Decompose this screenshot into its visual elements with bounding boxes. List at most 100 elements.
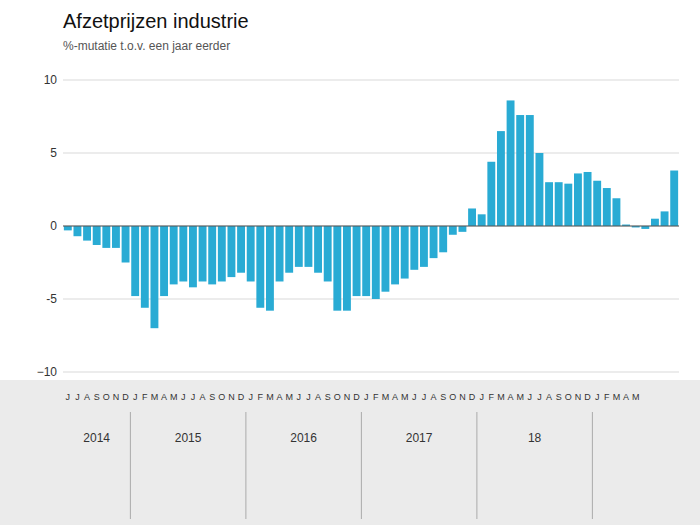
subtitle: %-mutatie t.o.v. een jaar eerder <box>63 39 230 53</box>
category-label: J <box>364 392 369 402</box>
category-label: F <box>373 392 379 402</box>
bar <box>256 226 264 308</box>
bar <box>199 226 207 281</box>
category-label: J <box>595 392 600 402</box>
baseline <box>63 226 679 227</box>
category-label: J <box>306 392 311 402</box>
bar <box>478 214 486 226</box>
category-label: M <box>613 392 621 402</box>
category-label: J <box>297 392 302 402</box>
bar <box>112 226 120 248</box>
bar <box>362 226 370 296</box>
category-label: J <box>248 392 253 402</box>
bar <box>295 226 303 267</box>
bar <box>83 226 91 241</box>
category-label: M <box>632 392 640 402</box>
category-label: A <box>623 392 629 402</box>
bar <box>141 226 149 308</box>
tick-label: 10 <box>44 73 58 87</box>
tick-label: −10 <box>37 365 58 379</box>
category-label: S <box>94 392 100 402</box>
category-label: J <box>191 392 196 402</box>
category-label: O <box>565 392 572 402</box>
category-label: M <box>497 392 505 402</box>
chart: Afzetprijzen industrie %-mutatie t.o.v. e… <box>0 0 700 525</box>
group-separator <box>245 412 246 519</box>
category-label: F <box>258 392 264 402</box>
bar <box>458 226 466 232</box>
category-label: F <box>489 392 495 402</box>
bar <box>189 226 197 287</box>
bar <box>670 171 678 226</box>
bar <box>285 226 293 273</box>
category-label: M <box>266 392 274 402</box>
category-label: N <box>228 392 235 402</box>
category-label: F <box>142 392 148 402</box>
group-separator <box>130 412 131 519</box>
tick-label: 0 <box>50 219 57 233</box>
category-label: M <box>151 392 159 402</box>
bar <box>372 226 380 299</box>
category-label: F <box>604 392 610 402</box>
bar <box>150 226 158 328</box>
group-label: 18 <box>528 431 542 445</box>
category-label: S <box>556 392 562 402</box>
group-separator <box>592 412 593 519</box>
bar <box>449 226 457 235</box>
bar <box>170 226 178 284</box>
grid-line <box>63 80 679 81</box>
bar <box>612 198 620 226</box>
category-label: M <box>170 392 178 402</box>
bar <box>564 184 572 226</box>
category-label: J <box>412 392 417 402</box>
bar <box>535 153 543 226</box>
bar <box>122 226 130 263</box>
category-label: A <box>84 392 90 402</box>
bar <box>247 226 255 281</box>
category-label: J <box>479 392 484 402</box>
category-label: J <box>75 392 80 402</box>
title: Afzetprijzen industrie <box>63 10 249 32</box>
bar <box>661 211 669 226</box>
bar <box>439 226 447 252</box>
category-label: J <box>422 392 427 402</box>
bar <box>131 226 139 296</box>
bar <box>487 162 495 226</box>
bar <box>304 226 312 267</box>
grid <box>63 80 679 372</box>
bar <box>651 219 659 226</box>
group-label: 2014 <box>83 431 110 445</box>
bars <box>64 100 678 328</box>
category-label: A <box>546 392 552 402</box>
category-label: A <box>315 392 321 402</box>
category-label: N <box>344 392 351 402</box>
bar <box>218 226 226 281</box>
bar <box>507 100 515 226</box>
bar <box>333 226 341 311</box>
category-label: J <box>528 392 533 402</box>
category-label: O <box>449 392 456 402</box>
bar <box>237 226 245 273</box>
bar <box>93 226 101 245</box>
category-label: M <box>382 392 390 402</box>
bar <box>410 226 418 270</box>
tick-label: 5 <box>50 146 57 160</box>
bar <box>324 226 332 281</box>
bar <box>574 173 582 226</box>
category-label: N <box>113 392 120 402</box>
category-label: S <box>209 392 215 402</box>
group-separator <box>476 412 477 519</box>
tick-label: -5 <box>46 292 57 306</box>
category-label: D <box>353 392 360 402</box>
category-label: O <box>334 392 341 402</box>
bar <box>603 188 611 226</box>
category-label: D <box>122 392 129 402</box>
category-label: D <box>584 392 591 402</box>
bar <box>343 226 351 311</box>
bar <box>593 181 601 226</box>
bar <box>276 226 284 281</box>
grid-line <box>63 372 679 373</box>
bar <box>266 226 274 311</box>
bar <box>160 226 168 296</box>
category-label: J <box>181 392 186 402</box>
